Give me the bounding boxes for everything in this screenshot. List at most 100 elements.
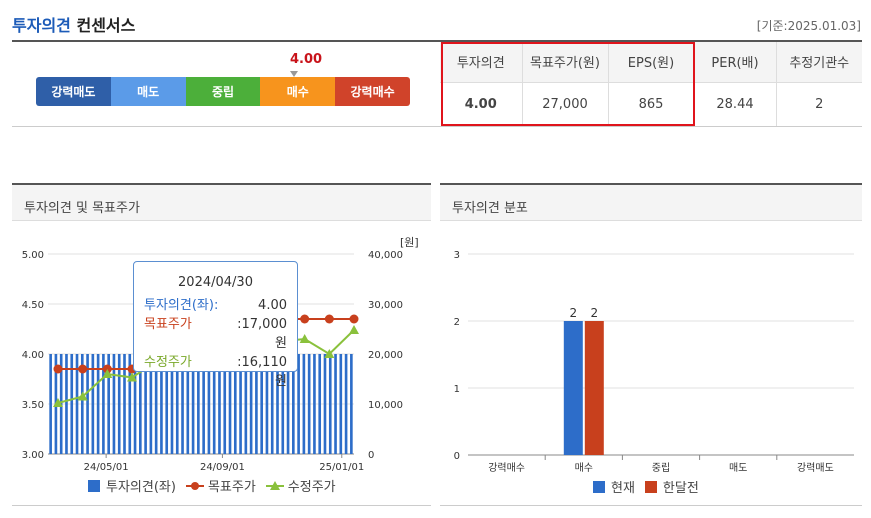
x-category-label: 매수 bbox=[575, 462, 593, 474]
opinion-bar bbox=[65, 354, 68, 454]
adjusted-price-point bbox=[349, 325, 359, 334]
opinion-bar bbox=[202, 354, 205, 454]
opinion-bar bbox=[318, 354, 322, 454]
opinion-bar bbox=[80, 354, 84, 454]
y-tick-label: 3 bbox=[454, 250, 460, 261]
bar-value-label: 2 bbox=[590, 306, 598, 320]
legend-label: 수정주가 bbox=[287, 480, 336, 495]
opinion-bar bbox=[270, 354, 274, 454]
opinion-bar bbox=[191, 354, 195, 454]
th-eps: EPS(원) bbox=[608, 42, 695, 83]
tooltip-row: 투자의견(좌): 4.00 bbox=[144, 296, 287, 315]
tooltip-value-opinion: 4.00 bbox=[258, 298, 287, 313]
th-per: PER(배) bbox=[694, 42, 777, 83]
opinion-bar bbox=[223, 354, 227, 454]
opinion-bar bbox=[297, 354, 300, 454]
opinion-bar bbox=[139, 354, 142, 454]
opinion-bar bbox=[112, 354, 116, 454]
title-blue: 투자의견 bbox=[12, 16, 71, 35]
opinion-bar bbox=[281, 354, 285, 454]
section-title: 투자의견 컨센서스 bbox=[12, 12, 135, 36]
opinion-bar bbox=[302, 354, 306, 454]
legend-item[interactable]: 한달전 bbox=[644, 477, 699, 496]
target-price-point bbox=[53, 364, 63, 374]
opinion-scale-bar: 강력매도 매도 중립 매수 강력매수 bbox=[36, 77, 410, 106]
opinion-current-value: 4.00 bbox=[290, 52, 323, 67]
legend-item[interactable]: 현재 bbox=[593, 477, 635, 496]
th-opinion: 투자의견 bbox=[440, 42, 523, 83]
opinion-bar bbox=[86, 354, 89, 454]
opinion-bar bbox=[292, 354, 295, 454]
opinion-bar bbox=[117, 354, 121, 454]
x-category-label: 강력매수 bbox=[488, 462, 525, 474]
opinion-bar bbox=[175, 354, 179, 454]
opinion-bar bbox=[334, 354, 337, 454]
y-right-tick-label: 10,000 bbox=[368, 400, 403, 411]
y-left-tick-label: 4.50 bbox=[22, 300, 44, 311]
target-price-point bbox=[300, 314, 310, 324]
opinion-bar bbox=[154, 354, 158, 454]
opinion-bar bbox=[160, 354, 163, 454]
th-target-price: 목표주가(원) bbox=[522, 42, 609, 83]
y-right-tick-label: 20,000 bbox=[368, 350, 403, 361]
distribution-bar bbox=[584, 321, 604, 455]
opinion-bar bbox=[102, 354, 105, 454]
opinion-bar bbox=[123, 354, 126, 454]
opinion-bar bbox=[107, 354, 110, 454]
opinion-bar bbox=[239, 354, 242, 454]
legend-line-triangle-icon bbox=[265, 480, 284, 490]
opinion-bar bbox=[75, 354, 79, 454]
opinion-bar bbox=[96, 354, 100, 454]
legend-square-icon bbox=[593, 480, 605, 493]
x-tick-label: 24/09/01 bbox=[200, 462, 245, 473]
opinion-bar bbox=[149, 354, 153, 454]
opinion-bar bbox=[170, 354, 174, 454]
tooltip-value-target: :17,000 원 bbox=[237, 317, 287, 351]
header-divider bbox=[12, 40, 862, 42]
opinion-bar bbox=[49, 354, 52, 454]
td-target-price: 27,000 bbox=[522, 82, 609, 127]
opinion-seg-buy: 매수 bbox=[260, 77, 336, 106]
y-right-tick-label: 40,000 bbox=[368, 250, 403, 261]
legend-item[interactable]: 수정주가 bbox=[265, 476, 336, 495]
tooltip-row: 목표주가 :17,000 원 bbox=[144, 315, 287, 353]
opinion-bar bbox=[144, 354, 147, 454]
target-price-point bbox=[349, 314, 359, 324]
x-category-label: 중립 bbox=[652, 461, 670, 474]
legend-item[interactable]: 투자의견(좌) bbox=[88, 476, 176, 495]
legend-square-icon bbox=[88, 479, 100, 492]
chart-tooltip: 2024/04/30 투자의견(좌): 4.00 목표주가 :17,000 원 … bbox=[133, 261, 298, 389]
adjusted-price-point bbox=[127, 372, 137, 382]
bar-value-label: 2 bbox=[569, 306, 577, 320]
opinion-bar bbox=[323, 354, 327, 454]
y-tick-label: 1 bbox=[454, 384, 460, 395]
tooltip-label-target: 목표주가 bbox=[144, 317, 192, 332]
td-per: 28.44 bbox=[694, 82, 777, 127]
adjusted-price-point bbox=[324, 349, 335, 358]
table-row: 4.00 27,000 865 28.44 2 bbox=[440, 82, 862, 127]
right-chart-legend: 현재 한달전 bbox=[593, 477, 709, 496]
opinion-bar bbox=[249, 354, 253, 454]
tooltip-label-adjusted: 수정주가 bbox=[144, 355, 192, 370]
tooltip-date: 2024/04/30 bbox=[178, 275, 253, 290]
y-tick-label: 2 bbox=[454, 317, 460, 328]
table-header-row: 투자의견 목표주가(원) EPS(원) PER(배) 추정기관수 bbox=[440, 42, 862, 83]
opinion-seg-strong-sell: 강력매도 bbox=[36, 77, 111, 106]
opinion-bar bbox=[128, 354, 132, 454]
opinion-bar bbox=[233, 354, 237, 454]
right-panel-bottom bbox=[440, 505, 862, 506]
distribution-bar bbox=[563, 321, 583, 455]
title-black: 컨센서스 bbox=[76, 16, 136, 35]
legend-item[interactable]: 목표주가 bbox=[185, 476, 256, 495]
x-category-label: 매도 bbox=[729, 462, 747, 474]
opinion-bar bbox=[339, 354, 343, 454]
legend-label: 목표주가 bbox=[207, 480, 256, 495]
y-right-tick-label: 0 bbox=[368, 450, 374, 461]
opinion-bar bbox=[265, 354, 269, 454]
opinion-seg-strong-buy: 강력매수 bbox=[335, 77, 410, 106]
opinion-bar bbox=[91, 354, 95, 454]
right-axis-unit: [원] bbox=[400, 236, 419, 249]
legend-line-dot-icon bbox=[185, 481, 204, 490]
y-tick-label: 0 bbox=[454, 451, 460, 462]
opinion-bar bbox=[313, 354, 316, 454]
